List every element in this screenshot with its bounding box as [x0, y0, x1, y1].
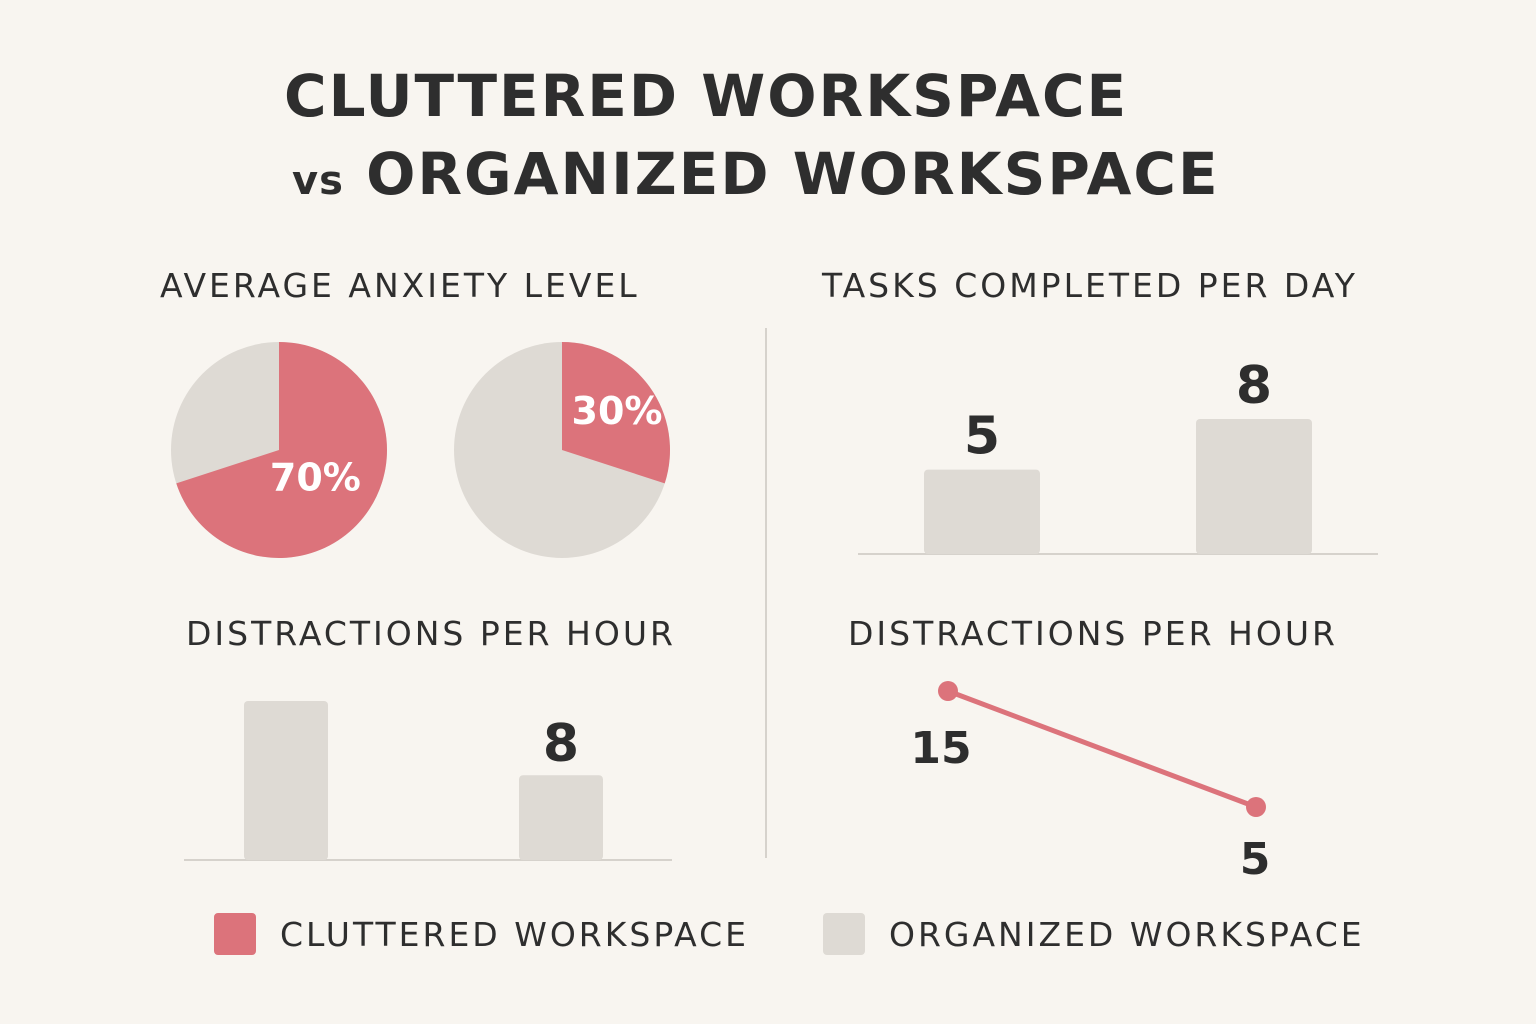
distractions-line-label-cluttered: 15	[910, 723, 971, 774]
main-title-line1: CLUTTERED WORKSPACE	[284, 62, 1129, 130]
tasks-bar-label-cluttered: 5	[964, 407, 1000, 467]
distractions-bars: 8	[184, 701, 672, 861]
legend-label-cluttered: CLUTTERED WORKSPACE	[280, 914, 750, 954]
distractions-line-label-organized: 5	[1240, 834, 1271, 885]
pie-label-organized: 30%	[572, 389, 663, 433]
anxiety-chart-title: AVERAGE ANXIETY LEVEL	[160, 266, 640, 305]
pie-label-cluttered: 70%	[270, 455, 361, 499]
anxiety-pies: 70% 30%	[171, 342, 670, 558]
distractions-line-path	[945, 688, 1259, 810]
distractions-point-organized	[1246, 797, 1266, 817]
legend-swatch-cluttered	[214, 913, 256, 955]
pie-slice-cluttered	[176, 342, 387, 558]
tasks-bars: 58	[858, 356, 1378, 555]
distractions-line-chart-title: DISTRACTIONS PER HOUR	[848, 614, 1338, 653]
tasks-bar-label-organized: 8	[1236, 356, 1272, 416]
distractions-bar-organized	[519, 775, 603, 860]
distractions-bar-cluttered	[244, 701, 328, 860]
distractions-bar-chart-title: DISTRACTIONS PER HOUR	[186, 614, 676, 653]
legend-item-organized: ORGANIZED WORKSPACE	[823, 912, 1365, 956]
tasks-bar-organized	[1196, 419, 1312, 554]
title-vs: vs	[292, 158, 344, 204]
title-line2-text: ORGANIZED WORKSPACE	[366, 140, 1220, 208]
legend-label-organized: ORGANIZED WORKSPACE	[889, 914, 1365, 954]
legend-swatch-organized	[823, 913, 865, 955]
pie-slice-organized	[562, 342, 670, 484]
distractions-line: 15 5	[910, 681, 1270, 885]
legend-item-cluttered: CLUTTERED WORKSPACE	[214, 912, 749, 956]
tasks-bar-cluttered	[924, 469, 1040, 554]
tasks-chart-title: TASKS COMPLETED PER DAY	[822, 266, 1358, 305]
distractions-bar-label-organized: 8	[543, 714, 579, 774]
distractions-point-cluttered	[938, 681, 958, 701]
main-title-line2: vs ORGANIZED WORKSPACE	[292, 140, 1536, 208]
